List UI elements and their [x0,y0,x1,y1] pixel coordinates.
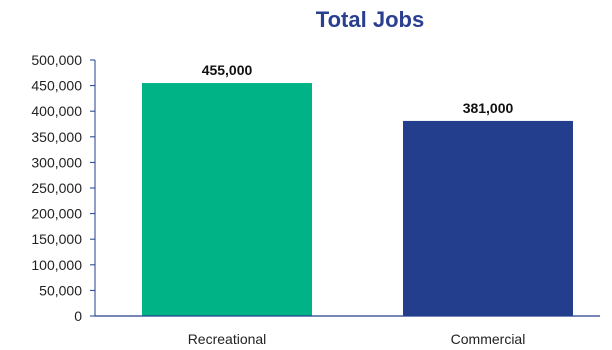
y-tick-label: 250,000 [31,180,82,196]
bar-recreational [142,83,312,316]
y-tick-label: 300,000 [31,154,82,170]
bars [142,83,573,316]
y-tick-label: 400,000 [31,103,82,119]
bar-commercial [403,120,573,316]
y-tick-label: 350,000 [31,129,82,145]
y-tick-label: 450,000 [31,78,82,94]
y-tick-label: 200,000 [31,206,82,222]
y-tick-label: 50,000 [39,282,82,298]
chart-title: Total Jobs [315,7,425,32]
y-tick-label: 500,000 [31,52,82,68]
y-tick-label: 100,000 [31,257,82,273]
y-tick-label: 0 [74,308,82,324]
y-axis: 0 50,000 100,000 150,000 200,000 250,000 300,0… [31,52,96,324]
x-axis: Recreational Commercial [95,315,600,347]
y-tick-label: 150,000 [31,231,82,247]
x-tick-label: Recreational [188,331,267,347]
data-labels: 455,000 381,000 [202,62,514,116]
x-tick-label: Commercial [451,331,526,347]
data-label: 455,000 [202,62,253,78]
data-label: 381,000 [463,100,514,116]
